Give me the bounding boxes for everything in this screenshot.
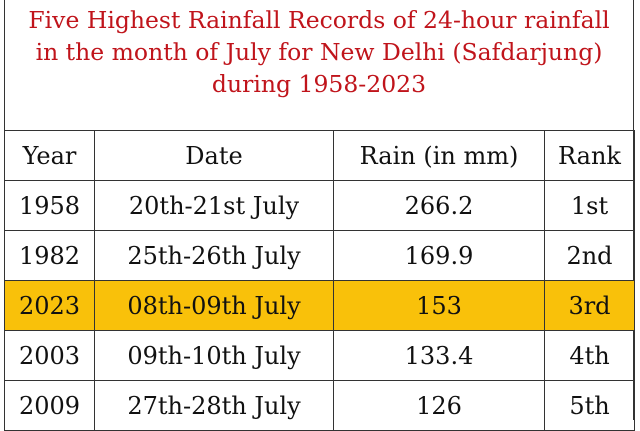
cell-year: 1982 — [4, 230, 95, 281]
title-line-3: during 1958-2023 — [211, 70, 427, 98]
table-row: 1982 25th-26th July 169.9 2nd — [4, 230, 635, 281]
cell-rank: 4th — [544, 330, 635, 381]
cell-year: 2003 — [4, 330, 95, 381]
cell-rank: 3rd — [544, 280, 635, 331]
table-row-highlighted: 2023 08th-09th July 153 3rd — [4, 280, 635, 331]
header-date: Date — [94, 130, 334, 181]
rainfall-records-table: Year Date Rain (in mm) Rank 1958 20th-21… — [4, 130, 635, 431]
title-line-1: Five Highest Rainfall Records of 24-hour… — [28, 6, 610, 34]
cell-rain: 266.2 — [333, 180, 545, 231]
cell-date: 25th-26th July — [94, 230, 334, 281]
cell-rain: 126 — [333, 380, 545, 431]
title-line-2: in the month of July for New Delhi (Safd… — [35, 38, 603, 66]
table-row: 2003 09th-10th July 133.4 4th — [4, 330, 635, 381]
table-row: 2009 27th-28th July 126 5th — [4, 380, 635, 431]
header-rain: Rain (in mm) — [333, 130, 545, 181]
cell-date: 27th-28th July — [94, 380, 334, 431]
page-title: Five Highest Rainfall Records of 24-hour… — [4, 0, 634, 130]
header-rank: Rank — [544, 130, 635, 181]
cell-year: 2023 — [4, 280, 95, 331]
cell-rain: 169.9 — [333, 230, 545, 281]
cell-date: 09th-10th July — [94, 330, 334, 381]
cell-rank: 1st — [544, 180, 635, 231]
header-year: Year — [4, 130, 95, 181]
cell-rank: 5th — [544, 380, 635, 431]
cell-year: 2009 — [4, 380, 95, 431]
cell-date: 20th-21st July — [94, 180, 334, 231]
table-row: 1958 20th-21st July 266.2 1st — [4, 180, 635, 231]
cell-rank: 2nd — [544, 230, 635, 281]
cell-date: 08th-09th July — [94, 280, 334, 331]
cell-rain: 153 — [333, 280, 545, 331]
cell-year: 1958 — [4, 180, 95, 231]
header-row: Year Date Rain (in mm) Rank — [4, 130, 635, 181]
cell-rain: 133.4 — [333, 330, 545, 381]
